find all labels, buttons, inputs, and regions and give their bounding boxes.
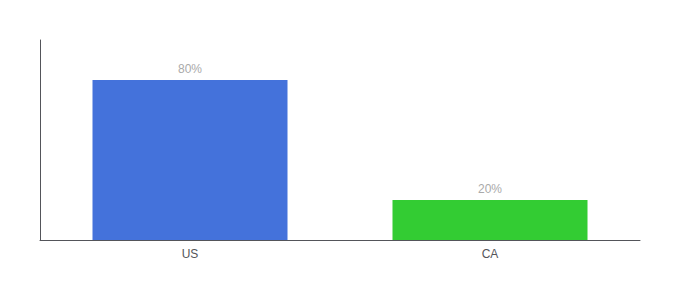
svg-text:CA: CA bbox=[482, 247, 499, 261]
svg-text:20%: 20% bbox=[478, 182, 502, 196]
svg-text:80%: 80% bbox=[178, 62, 202, 76]
svg-text:US: US bbox=[182, 247, 199, 261]
